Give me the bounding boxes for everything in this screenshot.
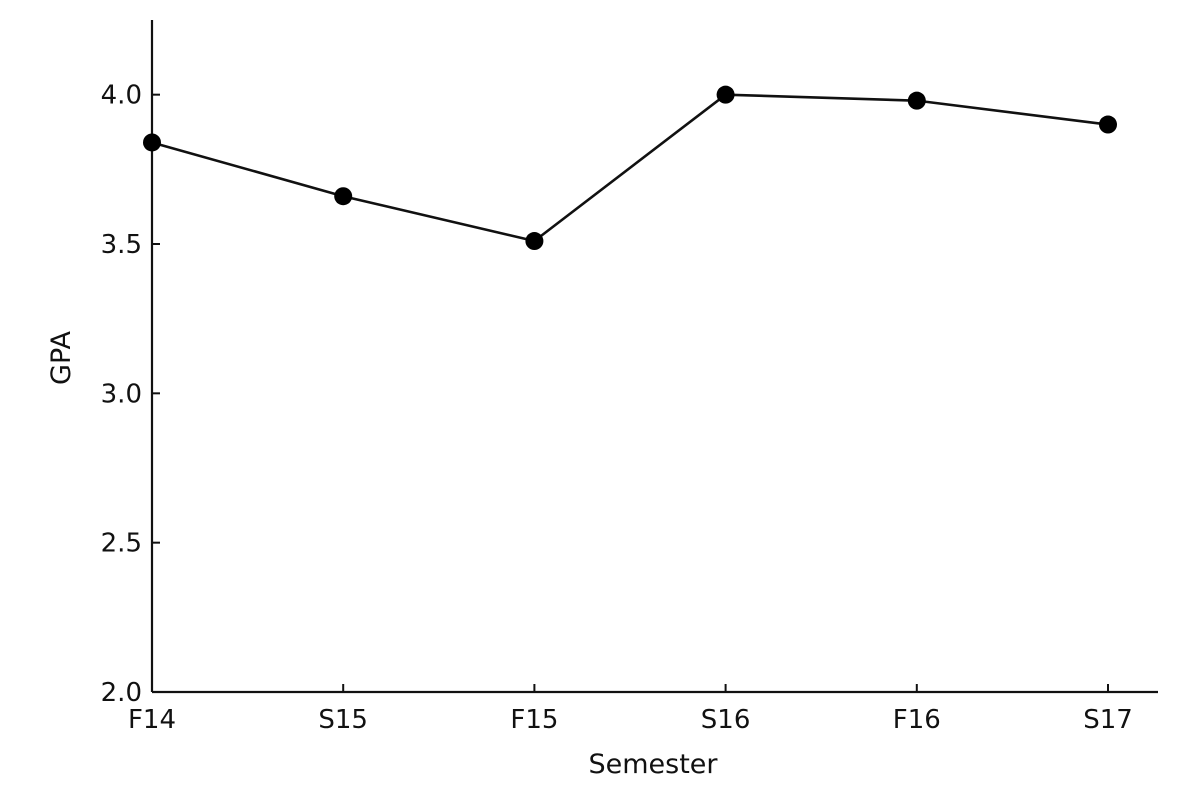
y-axis-ticks: 2.0 2.5 3.0 3.5 4.0 [101, 81, 160, 708]
y-axis-label: GPA [46, 330, 77, 384]
x-tick-label: S15 [318, 705, 368, 735]
y-tick-label: 2.0 [101, 678, 142, 708]
y-tick-label: 3.0 [101, 379, 142, 409]
data-point-s16 [716, 85, 735, 104]
x-tick-label: S16 [701, 705, 751, 735]
y-tick-label: 2.5 [101, 529, 142, 559]
y-tick-label: 4.0 [101, 81, 142, 111]
x-tick-label: F14 [128, 705, 176, 735]
x-tick-label: F16 [893, 705, 941, 735]
y-tick-label: 3.5 [101, 230, 142, 260]
x-axis-label: Semester [588, 749, 718, 780]
x-tick-label: F15 [510, 705, 558, 735]
data-point-f14 [143, 133, 161, 152]
data-point-s17 [1099, 115, 1117, 134]
data-point-f15 [525, 232, 544, 251]
x-axis-ticks: F14 S15 F15 S16 F16 S17 [128, 684, 1133, 735]
gpa-series-line [151, 93, 1109, 243]
data-point-s15 [334, 187, 353, 206]
data-point-f16 [907, 91, 926, 110]
x-tick-label: S17 [1083, 705, 1133, 735]
gpa-data-points [143, 85, 1117, 251]
